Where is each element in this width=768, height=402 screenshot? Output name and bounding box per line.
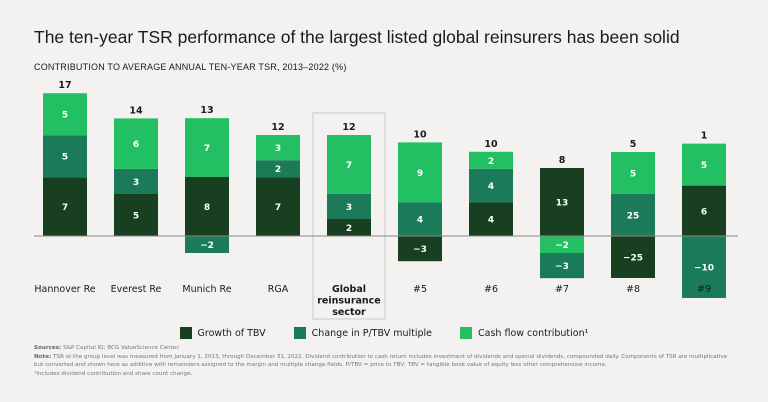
bar-segment	[43, 135, 87, 178]
category-label: #8	[626, 284, 640, 295]
segment-label: 7	[346, 161, 352, 171]
category-label: Munich Re	[182, 284, 231, 295]
bar-segment	[611, 194, 655, 236]
bar-segment	[682, 236, 726, 298]
legend: Growth of TBV Change in P/TBV multiple C…	[0, 327, 768, 339]
segment-label: 5	[630, 170, 636, 180]
chart-subtitle: CONTRIBUTION TO AVERAGE ANNUAL TEN-YEAR …	[34, 62, 347, 72]
bar-segment	[185, 236, 229, 253]
bar-segment	[185, 118, 229, 177]
segment-label: 3	[346, 203, 352, 213]
segment-label: 4	[417, 216, 423, 226]
segment-label: 4	[488, 182, 494, 192]
segment-label: −10	[694, 264, 714, 274]
segment-label: −2	[200, 241, 214, 251]
legend-swatch	[460, 327, 473, 339]
category-label: #5	[413, 284, 427, 295]
footnotes: Sources: S&P Capital IQ; BCG ValueScienc…	[34, 344, 734, 378]
legend-label: Growth of TBV	[197, 327, 266, 339]
bar-segment	[469, 151, 513, 169]
page-title: The ten-year TSR performance of the larg…	[34, 27, 680, 47]
category-label: Global reinsurance sector	[317, 284, 381, 318]
bar-segment	[256, 135, 300, 161]
bar-segment	[540, 168, 584, 236]
bar-segment	[114, 118, 158, 169]
bar-segment	[398, 142, 442, 203]
legend-swatch	[293, 327, 306, 339]
total-label: 17	[58, 80, 71, 91]
bar-segment	[256, 177, 300, 236]
total-label: 1	[701, 131, 708, 142]
legend-label: Cash flow contribution¹	[478, 327, 589, 339]
bar-segment	[611, 236, 655, 278]
highlight-box	[312, 112, 386, 320]
category-label: RGA	[268, 284, 289, 295]
segment-label: 25	[627, 212, 640, 222]
total-label: 14	[129, 105, 143, 116]
total-label: 10	[413, 129, 427, 140]
segment-label: −25	[623, 254, 643, 264]
category-label: Everest Re	[111, 284, 162, 295]
segment-label: −3	[413, 245, 427, 255]
segment-label: −3	[555, 262, 569, 272]
segment-label: −2	[555, 241, 569, 251]
bar-segment	[540, 236, 584, 253]
bar-segment	[398, 202, 442, 236]
total-label: 12	[342, 122, 355, 133]
bar-segment	[43, 177, 87, 236]
legend-item-cashflow: Cash flow contribution¹	[460, 327, 588, 339]
bar-segment	[611, 152, 655, 194]
segment-label: 6	[701, 207, 707, 217]
legend-label: Change in P/TBV multiple	[311, 327, 433, 339]
segment-label: 2	[275, 165, 281, 175]
legend-item-tbv: Growth of TBV	[179, 327, 266, 339]
segment-label: 9	[417, 169, 423, 179]
segment-label: 8	[204, 203, 210, 213]
footnote-1: ¹Includes dividend contribution and shar…	[34, 370, 193, 377]
segment-label: 13	[556, 199, 569, 209]
segment-label: 7	[62, 203, 68, 213]
segment-label: 4	[488, 216, 494, 226]
segment-label: 2	[488, 157, 494, 167]
bar-segment	[327, 219, 371, 236]
note: Note: TSR at the group level was measure…	[34, 353, 728, 369]
bar-segment	[185, 177, 229, 236]
bar-segment	[540, 253, 584, 279]
category-label: #6	[484, 284, 498, 295]
total-label: 12	[271, 122, 284, 133]
category-label: #7	[555, 284, 569, 295]
segment-label: 6	[133, 140, 139, 150]
segment-label: 3	[133, 178, 139, 188]
segment-label: 3	[275, 144, 281, 154]
bar-segment	[682, 185, 726, 236]
bar-segment	[469, 202, 513, 236]
total-label: 5	[630, 139, 637, 150]
bar-segment	[114, 168, 158, 194]
category-label: Hannover Re	[34, 284, 95, 295]
legend-item-ptbv: Change in P/TBV multiple	[293, 327, 433, 339]
bar-segment	[43, 93, 87, 136]
category-label: #9	[697, 284, 711, 295]
segment-label: 7	[204, 144, 210, 154]
segment-label: 5	[133, 212, 139, 222]
bar-segment	[398, 236, 442, 262]
bar-segment	[256, 160, 300, 178]
legend-swatch	[179, 327, 192, 339]
total-label: 10	[484, 139, 498, 150]
segment-label: 5	[701, 161, 707, 171]
segment-label: 2	[346, 224, 352, 234]
bar-segment	[682, 143, 726, 186]
sources: Sources: S&P Capital IQ; BCG ValueScienc…	[34, 345, 180, 351]
bar-segment	[114, 194, 158, 236]
bar-segment	[469, 168, 513, 203]
total-label: 8	[559, 155, 566, 166]
segment-label: 5	[62, 111, 68, 121]
segment-label: 5	[62, 153, 68, 163]
bar-segment	[327, 193, 371, 219]
bar-segment	[327, 135, 371, 194]
total-label: 13	[200, 105, 213, 116]
segment-label: 7	[275, 203, 281, 213]
